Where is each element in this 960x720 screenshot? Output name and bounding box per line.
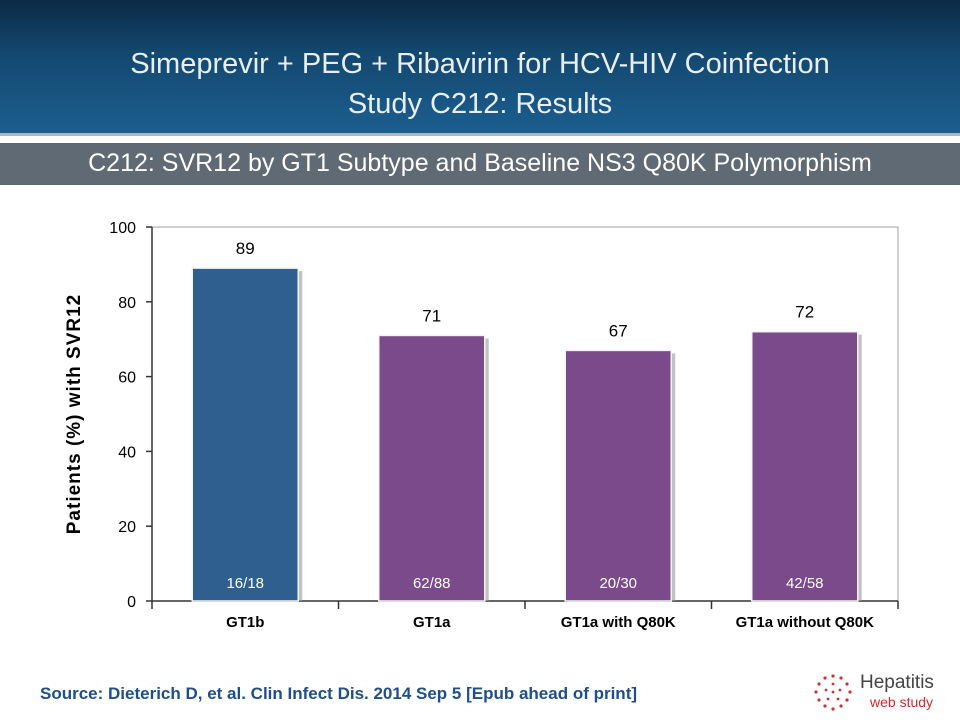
bar-gt1a-with-q80k [564,349,672,602]
x-tick-label: GT1a [413,614,451,631]
x-tick-label: GT1a without Q80K [736,614,875,631]
bar-gt1b [191,267,299,602]
bar-value-label: 67 [609,321,628,340]
y-tick-label: 40 [118,444,136,461]
bar-gt1a-without-q80k [751,330,859,602]
bar-fraction-label: 20/30 [599,575,637,592]
hepatitis-logo: Hepatitis web study [812,670,952,714]
bar-chart: 0 20 40 60 80 100 Patients (%) with SVR12 89 16/… [64,220,899,631]
y-tick-label: 100 [109,220,136,237]
header-divider [0,133,960,136]
bar-value-label: 89 [236,239,255,258]
chart-title-bar: C212: SVR12 by GT1 Subtype and Baseline … [0,143,960,185]
page-subtitle: Study C212: Results [347,88,613,120]
source-citation: Source: Dieterich D, et al. Clin Infect … [40,684,638,703]
bar-fraction-label: 42/58 [786,575,824,592]
y-tick-label: 60 [118,370,136,387]
bar-fraction-label: 62/88 [413,575,451,592]
bar-fraction-label: 16/18 [226,575,264,592]
y-axis-title: Patients (%) with SVR12 [64,294,85,535]
logo-text-webstudy: web study [870,694,934,710]
bar-value-label: 71 [422,306,441,325]
bar-gt1a [378,334,486,602]
x-tick-label: GT1a with Q80K [561,614,676,631]
logo-text-hepatitis: Hepatitis [860,672,934,693]
chart-title: C212: SVR12 by GT1 Subtype and Baseline … [88,149,872,177]
y-tick-label: 80 [118,295,136,312]
y-tick-label: 0 [127,594,136,611]
bar-value-label: 72 [795,303,814,322]
logo-dots-icon [814,674,852,711]
header-banner: Simeprevir + PEG + Ribavirin for HCV-HIV… [0,0,960,133]
page-title: Simeprevir + PEG + Ribavirin for HCV-HIV… [130,48,830,80]
x-tick-label: GT1b [226,614,264,631]
y-tick-label: 20 [118,519,136,536]
